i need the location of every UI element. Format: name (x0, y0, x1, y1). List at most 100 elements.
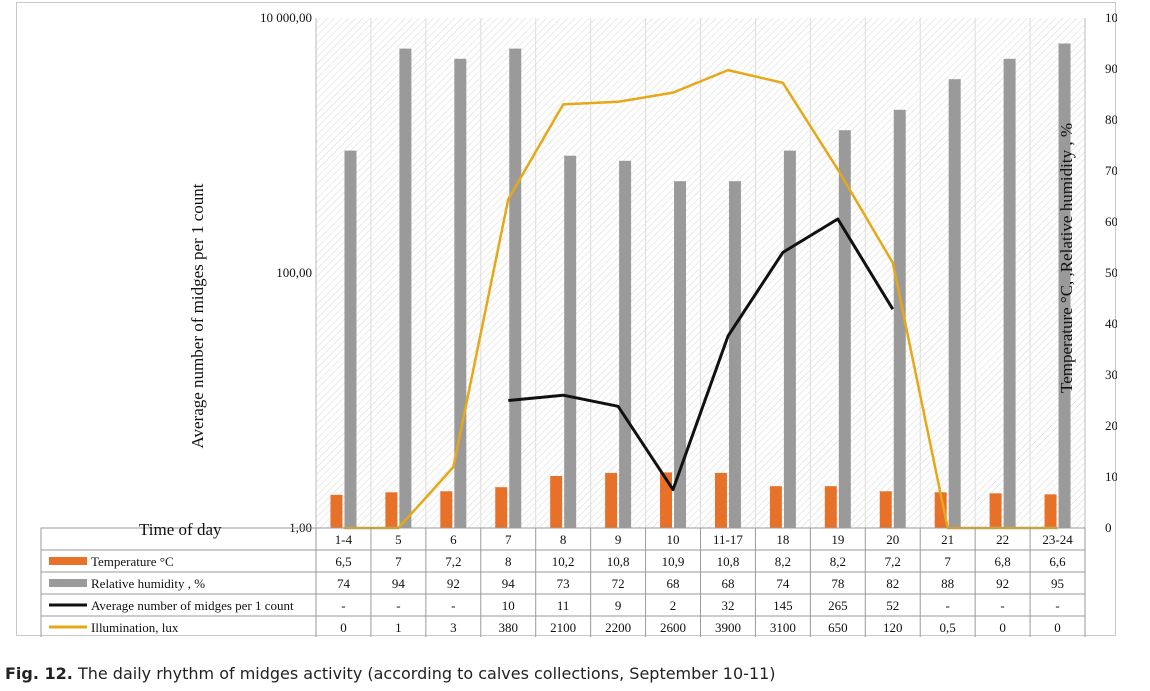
table-cell-value: - (1000, 598, 1004, 613)
table-cell-value: 72 (612, 576, 625, 591)
category-label-9: 9 (615, 532, 622, 547)
table-cell-value: 8,2 (775, 554, 791, 569)
bar-humidity-8 (564, 155, 577, 528)
bar-temperature-20 (879, 491, 892, 528)
category-label-22: 22 (996, 532, 1009, 547)
table-cell-value: 2600 (660, 620, 686, 635)
table-cell-value: 0 (999, 620, 1006, 635)
table-cell-value: 7 (395, 554, 402, 569)
table-cell-value: 265 (828, 598, 848, 613)
bar-humidity-6 (454, 58, 467, 529)
category-label-7: 7 (505, 532, 512, 547)
table-cell-value: 120 (883, 620, 903, 635)
right-tick-label: 10 (1105, 469, 1117, 484)
bar-humidity-5 (399, 48, 412, 528)
table-cell-value: 10,2 (552, 554, 575, 569)
bar-humidity-23-24 (1058, 43, 1071, 528)
category-label-19: 19 (831, 532, 844, 547)
table-cell-value: - (1055, 598, 1059, 613)
bar-temperature-6 (440, 491, 453, 528)
table-cell-value: - (396, 598, 400, 613)
table-cell-value: 95 (1051, 576, 1064, 591)
table-cell-value: 32 (721, 598, 734, 613)
table-cell-value: 92 (996, 576, 1009, 591)
bar-temperature-7 (495, 487, 508, 528)
table-cell-value: 88 (941, 576, 954, 591)
caption-text: The daily rhythm of midges activity (acc… (72, 664, 776, 683)
time-of-day-label: Time of day (139, 520, 222, 539)
bar-humidity-9 (619, 160, 632, 529)
table-cell-value: 10,8 (607, 554, 630, 569)
right-tick-label: 40 (1105, 316, 1117, 331)
bar-humidity-10 (674, 181, 687, 528)
table-cell-value: 52 (886, 598, 899, 613)
table-cell-value: 0 (1054, 620, 1061, 635)
right-axis-label: Temperature °C, ,Relative humidity , % (1057, 123, 1076, 393)
table-cell-value: 7,2 (885, 554, 901, 569)
table-cell-value: 7,2 (445, 554, 461, 569)
bar-temperature-11-17 (714, 472, 727, 528)
table-cell-value: 145 (773, 598, 793, 613)
legend-swatch-0 (49, 557, 87, 565)
table-cell-value: 380 (499, 620, 519, 635)
legend-label-1: Relative humidity , % (91, 576, 205, 591)
table-cell-value: 2 (670, 598, 677, 613)
category-label-5: 5 (395, 532, 402, 547)
bar-temperature-8 (550, 475, 563, 528)
table-cell-value: 650 (828, 620, 848, 635)
table-cell-value: 92 (447, 576, 460, 591)
table-cell-value: 0 (340, 620, 347, 635)
line-midges (508, 217, 895, 492)
left-axis-label: Average number of midges per 1 count (188, 183, 207, 448)
right-tick-label: 60 (1105, 214, 1117, 229)
legend-swatch-1 (49, 579, 87, 587)
left-tick-label: 10 000,00 (260, 10, 312, 25)
category-label-11-17: 11-17 (713, 532, 743, 547)
table-cell-value: - (341, 598, 345, 613)
table-cell-value: - (451, 598, 455, 613)
table-cell-value: 2100 (550, 620, 576, 635)
right-tick-label: 70 (1105, 163, 1117, 178)
table-cell-value: 8,2 (830, 554, 846, 569)
figure-number: Fig. 12. (5, 664, 73, 683)
legend-label-0: Temperature °C (91, 554, 174, 569)
figure-caption: Fig. 12. The daily rhythm of midges acti… (5, 664, 1145, 683)
bar-humidity-1-4 (344, 150, 357, 528)
bar-temperature-22 (989, 493, 1002, 528)
category-label-8: 8 (560, 532, 567, 547)
table-cell-value: 74 (337, 576, 351, 591)
table-cell-value: 2200 (605, 620, 631, 635)
table-cell-value: 1 (395, 620, 402, 635)
category-label-1-4: 1-4 (335, 532, 353, 547)
bar-temperature-21 (934, 492, 947, 528)
table-cell-value: 78 (831, 576, 844, 591)
table-cell-value: 94 (502, 576, 516, 591)
bar-temperature-18 (769, 486, 782, 528)
right-tick-label: 0 (1105, 520, 1112, 535)
table-cell-value: 9 (615, 598, 622, 613)
right-tick-label: 90 (1105, 61, 1117, 76)
left-tick-label: 100,00 (276, 265, 312, 280)
bar-temperature-19 (824, 486, 837, 528)
table-cell-value: 8 (505, 554, 512, 569)
table-cell-value: 6,6 (1049, 554, 1066, 569)
line-illumination (343, 68, 1058, 530)
legend-label-2: Average number of midges per 1 count (91, 598, 294, 613)
bar-humidity-7 (509, 48, 522, 528)
table-cell-value: 0,5 (940, 620, 956, 635)
bar-temperature-1-4 (330, 494, 343, 528)
bar-humidity-11-17 (728, 181, 741, 528)
table-cell-value: - (946, 598, 950, 613)
table-cell-value: 10,9 (662, 554, 685, 569)
table-cell-value: 6,5 (335, 554, 351, 569)
category-label-10: 10 (667, 532, 680, 547)
right-tick-label: 80 (1105, 112, 1117, 127)
table-cell-value: 74 (776, 576, 790, 591)
bar-humidity-21 (948, 79, 961, 528)
bar-temperature-5 (385, 492, 398, 528)
right-tick-label: 20 (1105, 418, 1117, 433)
bar-humidity-19 (838, 130, 851, 528)
right-tick-label: 30 (1105, 367, 1117, 382)
bar-temperature-23-24 (1044, 494, 1057, 528)
